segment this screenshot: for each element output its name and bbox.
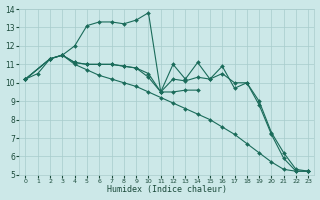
X-axis label: Humidex (Indice chaleur): Humidex (Indice chaleur) [107, 185, 227, 194]
